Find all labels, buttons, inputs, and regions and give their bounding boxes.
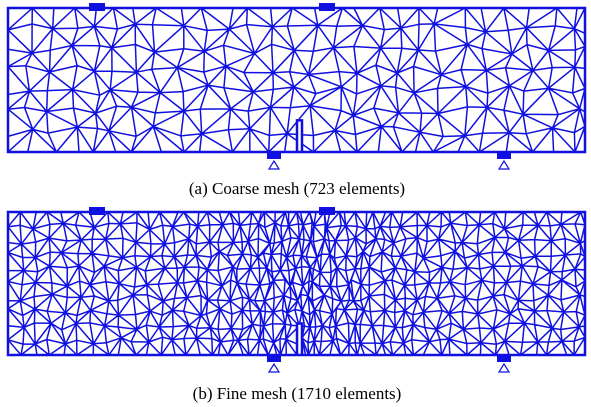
coarse-mesh-panel [8, 3, 585, 169]
caption: (a) Coarse mesh (723 elements) [189, 179, 405, 198]
load-plate [319, 207, 335, 215]
load-plate [89, 207, 105, 215]
support-plate [267, 152, 281, 159]
caption: (b) Fine mesh (1710 elements) [193, 384, 402, 403]
fine-mesh-panel [8, 207, 585, 372]
load-plate [89, 3, 105, 11]
figure: (a) Coarse mesh (723 elements) (b) Fine … [0, 0, 591, 407]
support-plate [267, 355, 281, 362]
support [499, 161, 509, 169]
support-plate [497, 152, 511, 159]
support [269, 161, 279, 169]
support [499, 364, 509, 372]
load-plate [319, 3, 335, 11]
support [269, 364, 279, 372]
support-plate [497, 355, 511, 362]
